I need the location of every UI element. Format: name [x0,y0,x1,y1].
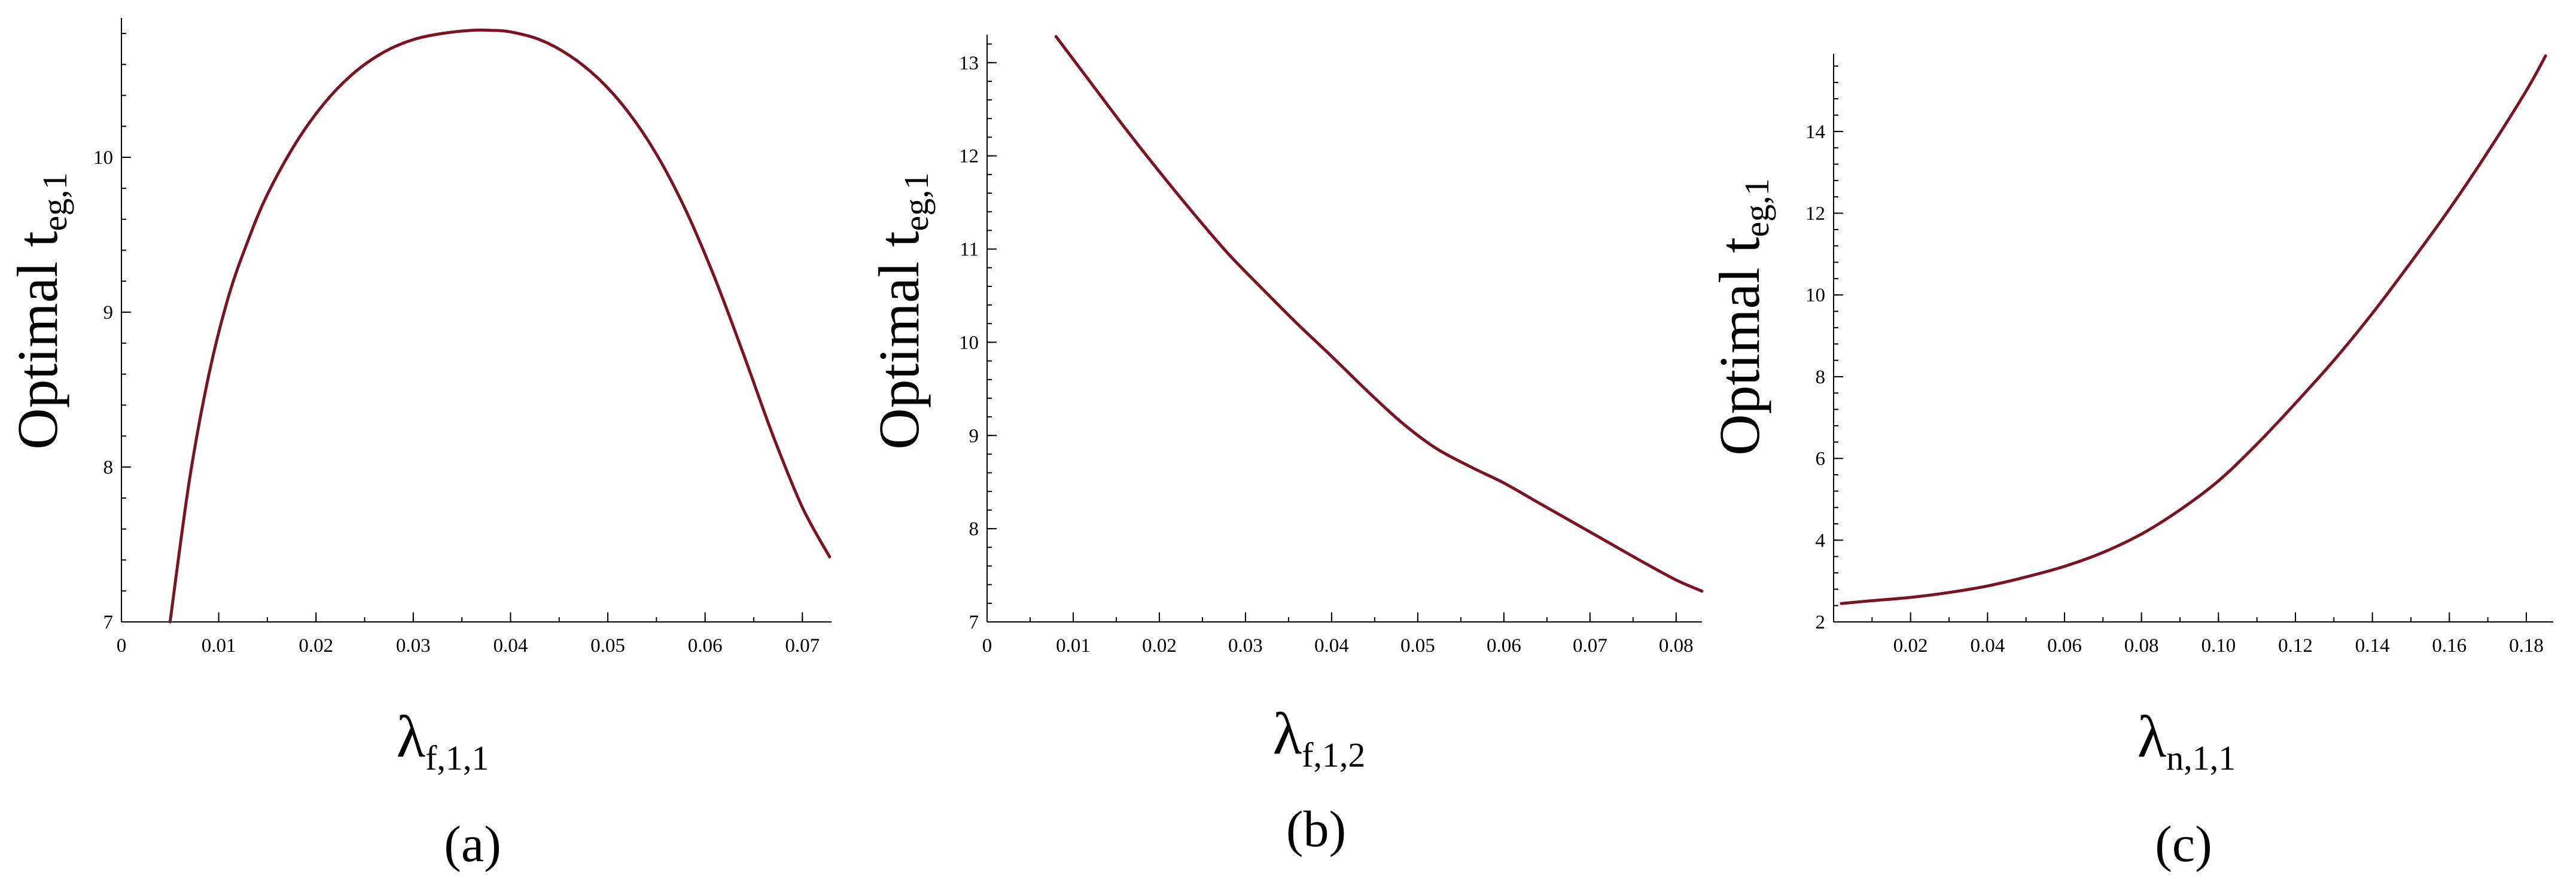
y-tick-label: 13 [959,53,979,74]
chart-panel-1: 0 0.01 0.02 0.03 0.04 0.05 0.06 0.07 7 8 9 10 Optima… [5,18,832,872]
y-tick-label: 6 [1816,448,1826,470]
x-axis-label-subscript: f,1,2 [1302,736,1365,774]
series-line-1 [168,28,832,624]
y-tick-label: 11 [960,239,979,261]
chart-panels: 0 0.01 0.02 0.03 0.04 0.05 0.06 0.07 7 8 9 10 Optima… [5,18,2553,872]
panel-label: (b) [1286,800,1346,858]
y-tick-label: 14 [1805,121,1825,143]
x-tick-label: 0.07 [1573,635,1607,657]
x-axis-label-main: λ [397,703,426,770]
y-tick-label: 8 [1816,367,1826,388]
x-tick-label: 0.12 [2278,635,2313,657]
x-tick-label: 0 [117,635,127,657]
x-tick-label: 0.04 [1970,635,2005,657]
x-tick-label: 0.10 [2201,635,2236,657]
series-line-1 [1840,54,2547,605]
x-axis-label-subscript: f,1,1 [425,739,489,777]
x-axis-label: λn,1,1 [2137,703,2236,777]
x-tick-label: 0.14 [2355,635,2390,657]
x-tick-label: 0.16 [2432,635,2467,657]
y-tick-label: 8 [103,457,114,478]
y-axis-label: Optimal teg,1 [1707,178,1776,456]
x-tick-label: 0.02 [1142,635,1177,657]
y-tick-label: 10 [1805,285,1825,306]
y-axis-label: Optimal teg,1 [5,172,74,450]
y-tick-label: 9 [103,302,114,324]
x-axis-label-main: λ [1273,700,1302,767]
x-tick-label: 0.05 [1400,635,1435,657]
y-axis-label-main: Optimal t [1707,237,1771,456]
y-tick-label: 12 [959,146,979,167]
x-axis-label-main: λ [2137,703,2167,770]
y-axis-label-subscript: eg,1 [1737,178,1776,237]
chart-panel-3: 0.02 0.04 0.06 0.08 0.10 0.12 0.14 0.16 0.18 2 4 6 8… [1707,54,2553,872]
y-tick-label: 4 [1816,530,1826,551]
y-axis-label-main: Optimal t [867,231,931,450]
x-tick-label: 0.07 [785,635,820,657]
y-tick-label: 7 [103,612,114,633]
chart-panel-2: 0 0.01 0.02 0.03 0.04 0.05 0.06 0.07 0.08 7 8 9 10 11… [867,35,1704,858]
y-tick-label: 10 [93,147,113,169]
y-tick-label: 7 [969,612,979,633]
y-axis-label-subscript: eg,1 [35,172,74,231]
y-axis-label: Optimal teg,1 [867,172,936,450]
x-axis-label: λf,1,2 [1273,700,1366,774]
y-axis-label-main: Optimal t [5,231,69,450]
x-tick-label: 0.03 [396,635,431,657]
series-line-1 [1054,35,1704,593]
y-tick-label: 12 [1805,203,1825,225]
x-tick-label: 0.03 [1228,635,1263,657]
x-tick-label: 0.05 [590,635,625,657]
x-tick-label: 0.04 [1314,635,1349,657]
x-tick-label: 0.08 [2124,635,2159,657]
x-tick-label: 0.08 [1659,635,1694,657]
x-tick-label: 0.04 [494,635,528,657]
x-tick-label: 0 [982,635,992,657]
panel-label: (a) [444,815,501,872]
y-tick-label: 2 [1816,612,1826,633]
x-axis-label: λf,1,1 [397,703,489,777]
x-tick-label: 0.02 [1893,635,1928,657]
y-axis-label-subscript: eg,1 [897,172,936,231]
x-tick-label: 0.18 [2509,635,2544,657]
x-tick-label: 0.02 [299,635,333,657]
x-tick-label: 0.01 [202,635,236,657]
x-axis-label-subscript: n,1,1 [2166,739,2236,777]
panel-label: (c) [2155,815,2212,872]
x-tick-label: 0.06 [688,635,723,657]
y-tick-label: 10 [959,332,979,353]
x-tick-label: 0.06 [2047,635,2082,657]
x-tick-label: 0.06 [1487,635,1521,657]
y-tick-label: 8 [969,518,979,540]
x-tick-label: 0.01 [1056,635,1091,657]
y-tick-label: 9 [969,425,979,447]
